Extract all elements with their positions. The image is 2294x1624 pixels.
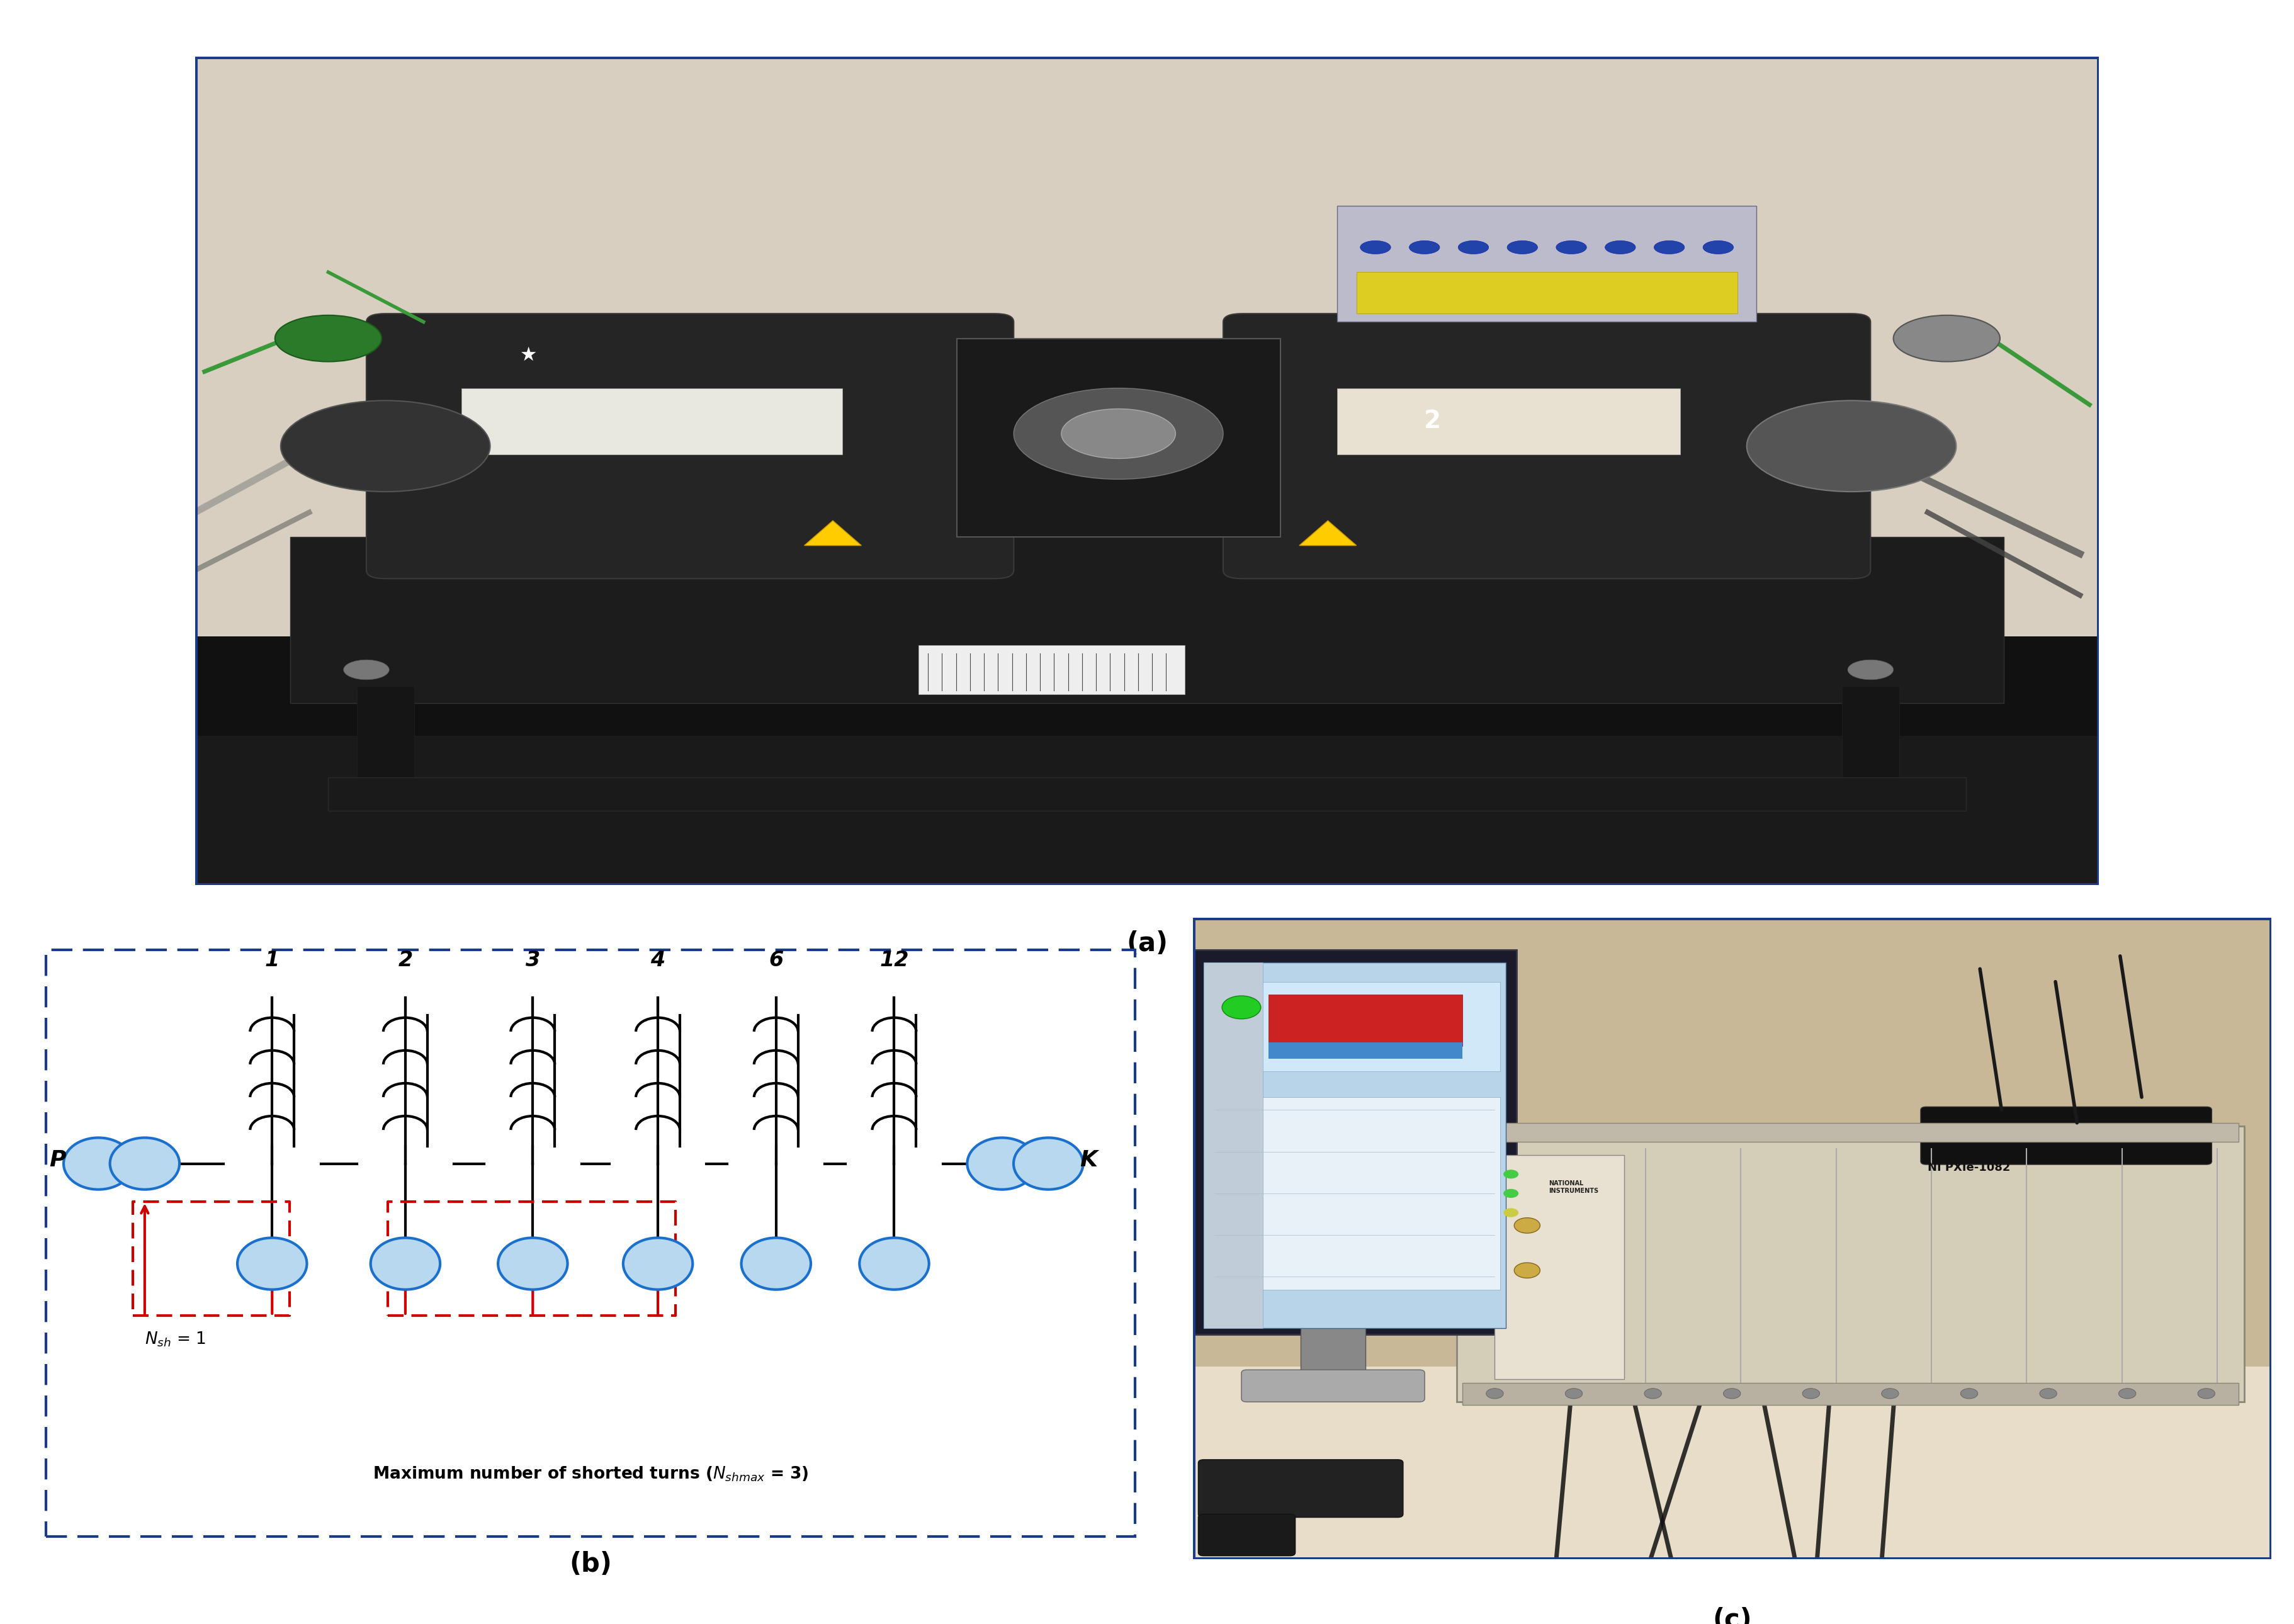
FancyBboxPatch shape (1464, 1122, 2239, 1142)
Circle shape (344, 659, 390, 680)
Circle shape (1961, 1389, 1977, 1398)
Circle shape (1606, 240, 1636, 253)
Circle shape (1514, 1263, 1539, 1278)
Ellipse shape (860, 1237, 929, 1289)
Text: K: K (1080, 1150, 1097, 1171)
Circle shape (1487, 1389, 1503, 1398)
Text: 6: 6 (768, 950, 782, 971)
Text: 4: 4 (651, 950, 665, 971)
Text: 2: 2 (1425, 409, 1441, 434)
Text: 12: 12 (879, 950, 908, 971)
Text: NI PXIe-1082: NI PXIe-1082 (1927, 1163, 2010, 1174)
Ellipse shape (498, 1237, 567, 1289)
Polygon shape (805, 521, 863, 546)
Circle shape (2039, 1389, 2058, 1398)
Circle shape (1746, 401, 1957, 492)
FancyBboxPatch shape (1197, 1460, 1404, 1517)
Circle shape (1459, 240, 1489, 253)
Text: (a): (a) (1126, 931, 1168, 957)
FancyBboxPatch shape (1269, 994, 1464, 1046)
FancyBboxPatch shape (1301, 1322, 1365, 1385)
Circle shape (1062, 409, 1175, 458)
FancyBboxPatch shape (1193, 950, 1516, 1335)
Text: (b): (b) (569, 1551, 612, 1577)
Ellipse shape (64, 1138, 133, 1189)
Circle shape (2120, 1389, 2136, 1398)
Ellipse shape (110, 1138, 179, 1189)
Circle shape (1360, 240, 1390, 253)
FancyBboxPatch shape (1457, 1125, 2244, 1402)
FancyBboxPatch shape (328, 778, 1966, 810)
FancyBboxPatch shape (195, 57, 2099, 885)
Circle shape (1645, 1389, 1661, 1398)
Circle shape (1503, 1169, 1519, 1179)
Text: (c): (c) (1711, 1608, 1753, 1624)
Text: 2: 2 (399, 950, 413, 971)
Circle shape (1555, 240, 1587, 253)
Text: P: P (50, 1150, 67, 1171)
Circle shape (1893, 315, 2000, 362)
FancyBboxPatch shape (367, 313, 1014, 578)
Circle shape (1409, 240, 1441, 253)
Circle shape (1014, 388, 1223, 479)
FancyBboxPatch shape (1920, 1108, 2211, 1164)
Circle shape (280, 401, 491, 492)
Circle shape (1503, 1208, 1519, 1216)
FancyBboxPatch shape (1842, 687, 1899, 802)
Circle shape (1702, 240, 1734, 253)
Circle shape (1723, 1389, 1741, 1398)
Text: Maximum number of shorted turns ($N_{shmax}$ = 3): Maximum number of shorted turns ($N_{shm… (372, 1465, 810, 1483)
Circle shape (275, 315, 381, 362)
FancyBboxPatch shape (1193, 918, 2271, 1559)
Circle shape (1803, 1389, 1819, 1398)
FancyBboxPatch shape (1496, 1155, 1624, 1379)
FancyBboxPatch shape (957, 338, 1280, 538)
Circle shape (1223, 996, 1262, 1018)
Circle shape (1503, 1189, 1519, 1199)
FancyBboxPatch shape (461, 388, 842, 455)
FancyBboxPatch shape (358, 687, 413, 802)
FancyBboxPatch shape (1209, 981, 1500, 1072)
FancyBboxPatch shape (1356, 273, 1737, 313)
Ellipse shape (1014, 1138, 1083, 1189)
FancyBboxPatch shape (1223, 313, 1870, 578)
Circle shape (1847, 659, 1893, 680)
FancyBboxPatch shape (46, 950, 1136, 1536)
Ellipse shape (968, 1138, 1037, 1189)
Circle shape (2198, 1389, 2216, 1398)
Circle shape (1654, 240, 1684, 253)
FancyBboxPatch shape (1241, 1369, 1425, 1402)
Circle shape (1881, 1389, 1899, 1398)
Ellipse shape (624, 1237, 693, 1289)
FancyBboxPatch shape (1197, 1514, 1296, 1556)
Polygon shape (1298, 521, 1356, 546)
FancyBboxPatch shape (1204, 963, 1505, 1328)
Text: ★: ★ (518, 346, 537, 364)
FancyBboxPatch shape (1464, 1382, 2239, 1405)
Circle shape (1514, 1218, 1539, 1233)
FancyBboxPatch shape (918, 645, 1186, 695)
FancyBboxPatch shape (1193, 1367, 2271, 1559)
Text: 3: 3 (525, 950, 539, 971)
Text: NATIONAL
INSTRUMENTS: NATIONAL INSTRUMENTS (1548, 1181, 1599, 1194)
FancyBboxPatch shape (1209, 1098, 1500, 1289)
Ellipse shape (236, 1237, 307, 1289)
Text: $N_{sh}$ = 1: $N_{sh}$ = 1 (145, 1330, 206, 1348)
FancyBboxPatch shape (195, 703, 2099, 885)
Ellipse shape (741, 1237, 810, 1289)
Ellipse shape (372, 1237, 440, 1289)
FancyBboxPatch shape (1337, 388, 1679, 455)
FancyBboxPatch shape (1204, 963, 1264, 1328)
Text: 1: 1 (264, 950, 280, 971)
FancyBboxPatch shape (1269, 1043, 1464, 1059)
FancyBboxPatch shape (1337, 206, 1757, 322)
Circle shape (1507, 240, 1537, 253)
FancyBboxPatch shape (195, 637, 2099, 736)
Circle shape (1565, 1389, 1583, 1398)
FancyBboxPatch shape (289, 538, 2005, 703)
